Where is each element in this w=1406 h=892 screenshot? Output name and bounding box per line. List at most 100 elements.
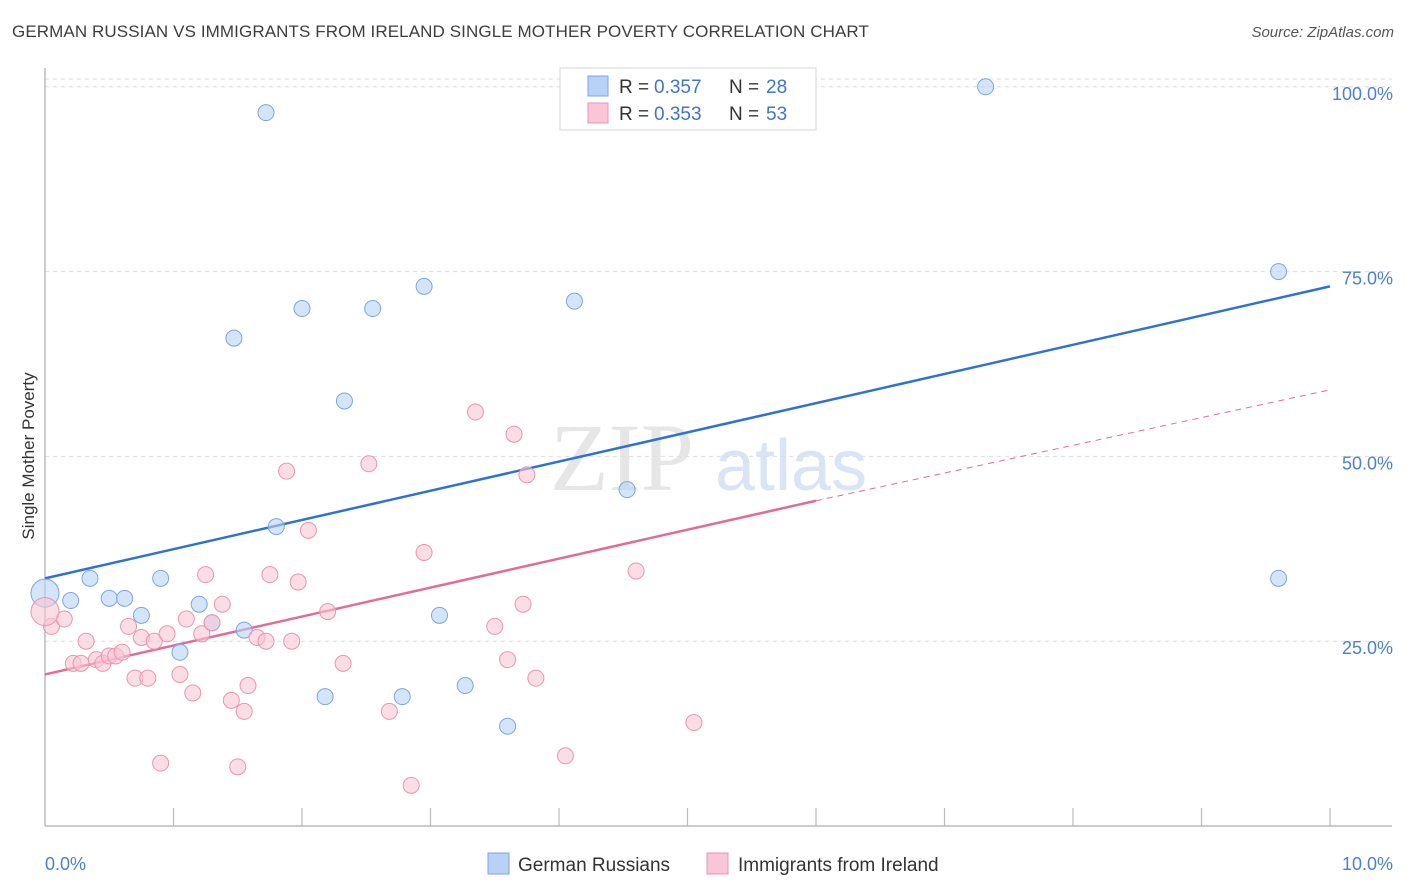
trend-line-0 [44,285,1331,580]
point-immigrants-from-ireland-52 [30,597,60,627]
point-german-russians-24 [618,481,636,499]
point-german-russians-19 [415,277,433,295]
point-immigrants-from-ireland-34 [299,521,317,539]
stats-legend: R = 0.357 N = 28 R = 0.353 N = 53 [559,67,817,131]
point-german-russians-13 [267,518,285,536]
y-tick-label-1: 50.0% [1342,453,1393,473]
point-immigrants-from-ireland-16 [158,625,176,643]
grid-lines [45,78,1392,642]
legend-label-immigrants-from-ireland: Immigrants from Ireland [738,855,939,876]
point-german-russians-14 [293,300,311,318]
point-german-russians-10 [225,329,243,347]
legend-n-label-1: N = [729,77,759,98]
legend-swatch-blue [587,75,609,97]
point-immigrants-from-ireland-51 [685,714,703,732]
point-german-russians-23 [565,292,583,310]
point-immigrants-from-ireland-27 [239,677,257,695]
legend-swatch-pink [587,102,609,124]
legend-label-german-russians: German Russians [518,855,670,876]
chart-title: GERMAN RUSSIAN VS IMMIGRANTS FROM IRELAN… [12,22,869,41]
point-immigrants-from-ireland-49 [627,562,645,580]
chart-source: Source: ZipAtlas.com [1251,24,1394,41]
point-german-russians-25 [977,78,995,96]
x-tick-label-1: 10.0% [1342,854,1393,874]
point-immigrants-from-ireland-29 [257,632,275,650]
legend-n-value-2: 53 [766,104,787,125]
watermark: ZIP atlas [550,404,867,511]
point-german-russians-21 [456,677,474,695]
point-german-russians-3 [100,589,118,607]
trend-line-2 [815,389,1331,502]
legend-r-value-2: 0.353 [654,104,702,125]
point-immigrants-from-ireland-33 [289,573,307,591]
point-immigrants-from-ireland-26 [235,702,253,720]
point-immigrants-from-ireland-30 [261,566,279,584]
legend-swatch-immigrants-from-ireland [706,852,729,875]
point-immigrants-from-ireland-35 [319,603,337,621]
point-german-russians-15 [316,688,334,706]
y-tick-label-3: 100.0% [1332,84,1393,104]
axes [44,68,1392,827]
point-immigrants-from-ireland-24 [222,691,240,709]
point-german-russians-7 [171,643,189,661]
trend-line-1 [44,499,817,676]
point-immigrants-from-ireland-13 [139,669,157,687]
point-german-russians-6 [152,569,170,587]
legend-swatch-german-russians [487,852,510,875]
point-immigrants-from-ireland-9 [113,643,131,661]
point-immigrants-from-ireland-19 [184,684,202,702]
point-immigrants-from-ireland-15 [152,754,170,772]
point-german-russians-26 [1270,569,1288,587]
point-immigrants-from-ireland-32 [283,632,301,650]
point-immigrants-from-ireland-23 [213,595,231,613]
point-german-russians-1 [62,592,80,610]
point-immigrants-from-ireland-40 [415,543,433,561]
legend-r-value-1: 0.357 [654,77,702,98]
legend-n-label-2: N = [729,104,759,125]
point-immigrants-from-ireland-25 [229,758,247,776]
point-immigrants-from-ireland-4 [77,632,95,650]
watermark-atlas: atlas [715,426,867,506]
point-german-russians-2 [81,569,99,587]
point-immigrants-from-ireland-43 [499,651,517,669]
point-german-russians-17 [364,300,382,318]
point-immigrants-from-ireland-45 [514,595,532,613]
y-tick-labels: 25.0% 50.0% 75.0% 100.0% [1332,84,1393,658]
point-german-russians-20 [430,606,448,624]
point-immigrants-from-ireland-38 [380,702,398,720]
point-immigrants-from-ireland-31 [278,462,296,480]
point-german-russians-12 [257,104,275,122]
point-immigrants-from-ireland-18 [177,610,195,628]
point-immigrants-from-ireland-36 [334,654,352,672]
point-german-russians-8 [190,595,208,613]
point-immigrants-from-ireland-20 [193,625,211,643]
point-immigrants-from-ireland-10 [120,617,138,635]
x-tick-label-0: 0.0% [45,854,86,874]
y-tick-label-0: 25.0% [1342,638,1393,658]
y-tick-label-2: 75.0% [1342,269,1393,289]
point-immigrants-from-ireland-3 [72,654,90,672]
point-immigrants-from-ireland-48 [556,747,574,765]
point-immigrants-from-ireland-41 [466,403,484,421]
point-immigrants-from-ireland-22 [203,614,221,632]
point-immigrants-from-ireland-47 [527,669,545,687]
series-legend: German Russians Immigrants from Ireland [487,852,939,876]
point-immigrants-from-ireland-46 [518,466,536,484]
trend-lines [44,285,1331,676]
y-axis-label: Single Mother Poverty [19,372,38,540]
point-immigrants-from-ireland-14 [145,632,163,650]
point-german-russians-18 [393,688,411,706]
point-immigrants-from-ireland-17 [171,665,189,683]
point-german-russians-27 [1270,263,1288,281]
data-points [30,78,1288,794]
point-immigrants-from-ireland-21 [197,566,215,584]
point-german-russians-4 [116,589,134,607]
point-immigrants-from-ireland-37 [360,455,378,473]
point-german-russians-11 [235,621,253,639]
point-german-russians-16 [335,392,353,410]
x-tick-labels: 0.0% 10.0% [45,854,1393,874]
legend-n-value-1: 28 [766,77,787,98]
point-immigrants-from-ireland-39 [402,776,420,794]
legend-r-label-2: R = [619,104,649,125]
